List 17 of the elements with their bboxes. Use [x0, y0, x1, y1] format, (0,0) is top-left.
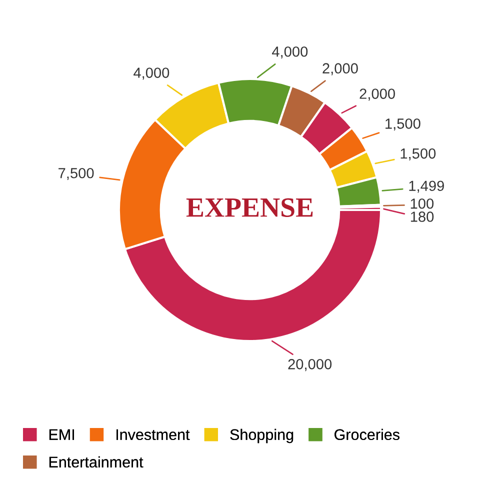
- data-label: 1,500: [386, 118, 420, 131]
- data-label: 1,499: [409, 180, 444, 193]
- data-label: 2,000: [322, 63, 358, 76]
- data-label: 4,000: [134, 68, 170, 80]
- data-label: 180: [410, 212, 434, 222]
- legend-label: EMI: [49, 429, 74, 440]
- legend-label: Shopping: [230, 428, 294, 444]
- legend-label: Investment: [116, 429, 190, 440]
- data-label: 7,500: [58, 168, 94, 180]
- data-label: 4,000: [272, 46, 308, 59]
- data-label: 100: [410, 198, 434, 209]
- legend-label: Entertainment: [49, 456, 144, 468]
- data-label: 1,500: [400, 148, 436, 160]
- data-label: 20,000: [288, 359, 332, 372]
- legend-label: Groceries: [334, 428, 400, 440]
- data-label: 2,000: [360, 88, 395, 101]
- text: EXPENSE: [186, 198, 313, 217]
